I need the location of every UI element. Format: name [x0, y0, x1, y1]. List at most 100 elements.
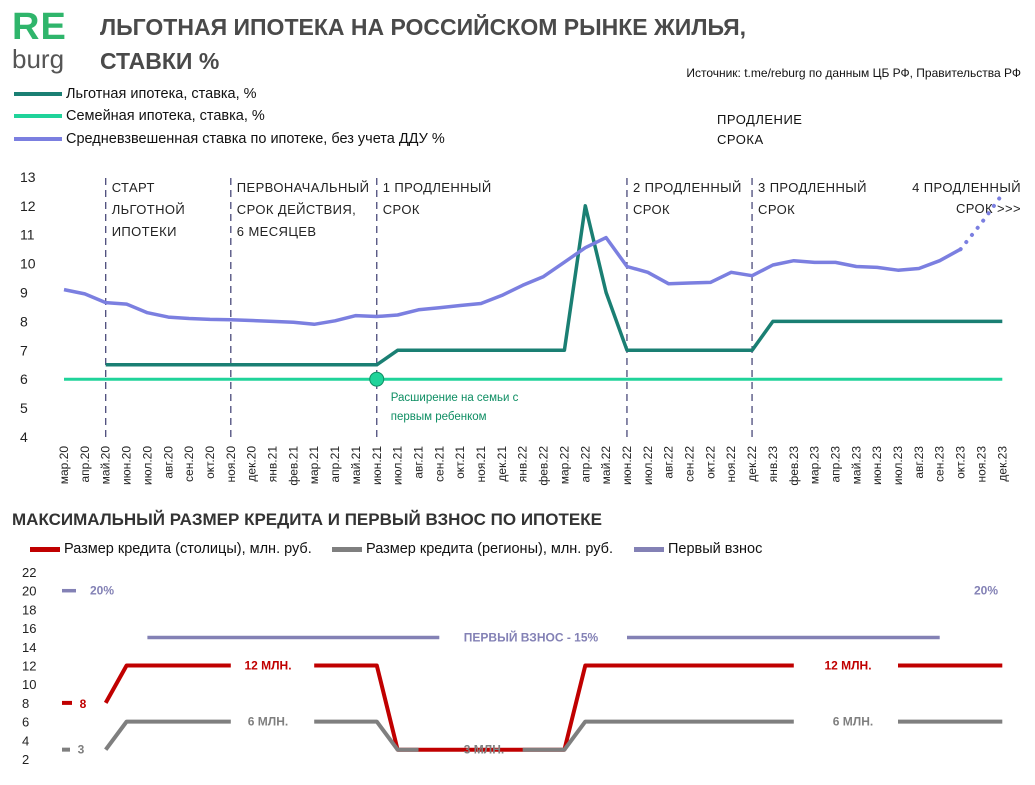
period-label: СРОК: [383, 202, 420, 217]
prolong-annotation: ПРОДЛЕНИЕ СРОКА: [717, 110, 802, 150]
x-tick-label: авг.20: [161, 446, 175, 479]
x-tick-label: апр.21: [328, 446, 342, 483]
x-tick-label: ноя.23: [974, 446, 988, 483]
logo-burg: burg: [12, 44, 65, 74]
y-tick-label: 6: [20, 371, 28, 387]
period-label-4-line1: 4 ПРОДЛЕННЫЙ: [912, 180, 1021, 195]
x-tick-label: июл.23: [891, 446, 905, 485]
legend2-label-capitals: Размер кредита (столицы), млн. руб.: [64, 541, 312, 557]
x-tick-label: янв.22: [516, 446, 530, 483]
x-tick-label: дек.22: [745, 446, 759, 482]
x-tick-label: апр.23: [828, 446, 842, 483]
y-tick-label: 22: [22, 565, 36, 580]
x-tick-label: окт.20: [203, 446, 217, 479]
x-tick-label: апр.20: [78, 446, 92, 483]
legend2-swatch-capitals: [30, 546, 60, 552]
x-tick-label: окт.21: [453, 446, 467, 479]
x-tick-label: дек.23: [995, 446, 1009, 482]
legend-swatch-average: [14, 137, 62, 142]
label-down-payment-right: 20%: [974, 584, 998, 598]
chart-title: ЛЬГОТНАЯ ИПОТЕКА НА РОССИЙСКОМ РЫНКЕ ЖИЛ…: [100, 10, 800, 78]
x-tick-label: июн.20: [120, 446, 134, 485]
label-capitals-mid2: 12 МЛН.: [824, 659, 871, 673]
y-tick-label: 14: [22, 640, 36, 655]
logo-re: RE: [12, 6, 67, 48]
y-tick-label: 12: [22, 659, 36, 674]
chart2-title: МАКСИМАЛЬНЫЙ РАЗМЕР КРЕДИТА И ПЕРВЫЙ ВЗН…: [12, 510, 602, 529]
x-tick-label: июл.21: [391, 446, 405, 485]
legend-label-average: Средневзвешенная ставка по ипотеке, без …: [66, 131, 445, 147]
legend2-label-regions: Размер кредита (регионы), млн. руб.: [366, 541, 614, 557]
x-tick-label: окт.23: [954, 446, 968, 479]
source-note: Источник: t.me/reburg по данным ЦБ РФ, П…: [686, 66, 1021, 80]
x-tick-label: янв.21: [266, 446, 280, 483]
y-tick-label: 5: [20, 400, 28, 416]
x-tick-label: май.23: [849, 446, 863, 485]
period-label: 6 МЕСЯЦЕВ: [237, 224, 317, 239]
y-tick-label: 7: [20, 342, 28, 358]
legend-item-preferential: Льготная ипотека, ставка, %: [14, 86, 257, 102]
x-tick-label: июл.22: [641, 446, 655, 485]
legend-item-family: Семейная ипотека, ставка, %: [14, 108, 265, 124]
y-tick-label: 13: [20, 169, 36, 185]
series-line-average: [63, 235, 962, 327]
period-label-4-line2: СРОК >>>: [956, 201, 1021, 216]
period-label: СРОК: [633, 202, 670, 217]
x-tick-label: ноя.21: [474, 446, 488, 483]
x-tick-label: май.20: [99, 446, 113, 485]
period-label: СРОК ДЕЙСТВИЯ,: [237, 202, 356, 217]
x-tick-label: авг.22: [662, 446, 676, 479]
x-tick-label: сен.22: [683, 446, 697, 482]
x-tick-label: авг.21: [411, 446, 425, 479]
period-label: СРОК: [758, 202, 795, 217]
x-tick-label: мар.21: [307, 446, 321, 485]
label-regions-start: 3: [78, 743, 85, 757]
x-tick-label: сен.20: [182, 446, 196, 482]
x-tick-label: фев.21: [286, 446, 300, 486]
legend-swatch-family: [14, 114, 62, 119]
legend2-label-down-payment: Первый взнос: [668, 541, 763, 557]
family-expansion-label-2: первым ребенком: [391, 411, 487, 423]
y-tick-label: 8: [22, 696, 29, 711]
legend-swatch-preferential: [14, 92, 62, 97]
x-tick-label: дек.21: [495, 446, 509, 482]
label-down-payment-mid: ПЕРВЫЙ ВЗНОС - 15%: [464, 629, 599, 644]
y-tick-label: 4: [22, 733, 29, 748]
x-tick-label: мар.23: [808, 446, 822, 485]
y-tick-label: 10: [22, 677, 36, 692]
x-tick-label: сен.21: [432, 446, 446, 482]
x-tick-label: июн.23: [870, 446, 884, 485]
period-label: СТАРТ: [112, 180, 155, 195]
label-capitals-start: 8: [80, 697, 87, 711]
legend2-swatch-regions: [332, 546, 362, 552]
period-label: ЛЬГОТНОЙ: [112, 202, 185, 217]
loan-size-chart: 2 4 6 8 10 12 14 16 18 20 22 20% 20% ПЕРВЫЙ ВЗНОС - 1…: [22, 565, 1003, 767]
series-line-preferential: [105, 204, 1003, 367]
x-tick-label: янв.23: [766, 446, 780, 483]
x-tick-label: фев.23: [787, 446, 801, 486]
rates-chart: 4 5 6 7 8 9 10 11 12 13 мар.20 апр.20 май.20 июн.20 ию…: [20, 169, 1021, 486]
y-tick-label: 18: [22, 602, 36, 617]
series-line-average-forecast: [958, 192, 1005, 252]
legend2-item-regions: Размер кредита (регионы), млн. руб.: [332, 541, 613, 557]
x-tick-label: апр.22: [578, 446, 592, 483]
y-tick-label: 9: [20, 285, 28, 301]
legend-item-average: Средневзвешенная ставка по ипотеке, без …: [14, 131, 445, 147]
x-tick-label: июн.22: [620, 446, 634, 485]
x-tick-label: май.22: [599, 446, 613, 485]
chart-title-line1: ЛЬГОТНАЯ ИПОТЕКА НА РОССИЙСКОМ РЫНКЕ ЖИЛ…: [100, 14, 747, 40]
label-regions-mid1: 6 МЛН.: [248, 715, 288, 729]
label-down-payment-left: 20%: [90, 584, 114, 598]
legend-label-family: Семейная ипотека, ставка, %: [66, 108, 265, 124]
family-expansion-point: [369, 371, 385, 387]
legend-label-preferential: Льготная ипотека, ставка, %: [66, 86, 257, 102]
label-capitals-mid1: 12 МЛН.: [244, 659, 291, 673]
series-line-capitals: [103, 663, 1003, 752]
series-line-regions: [104, 719, 1003, 752]
y-tick-label: 6: [22, 715, 29, 730]
chart-title-line2: СТАВКИ %: [100, 48, 220, 74]
x-tick-label: июн.21: [370, 446, 384, 485]
x-tick-label: ноя.22: [724, 446, 738, 483]
x-tick-label: мар.22: [557, 446, 571, 485]
label-both-low: 3 МЛН.: [464, 743, 504, 757]
